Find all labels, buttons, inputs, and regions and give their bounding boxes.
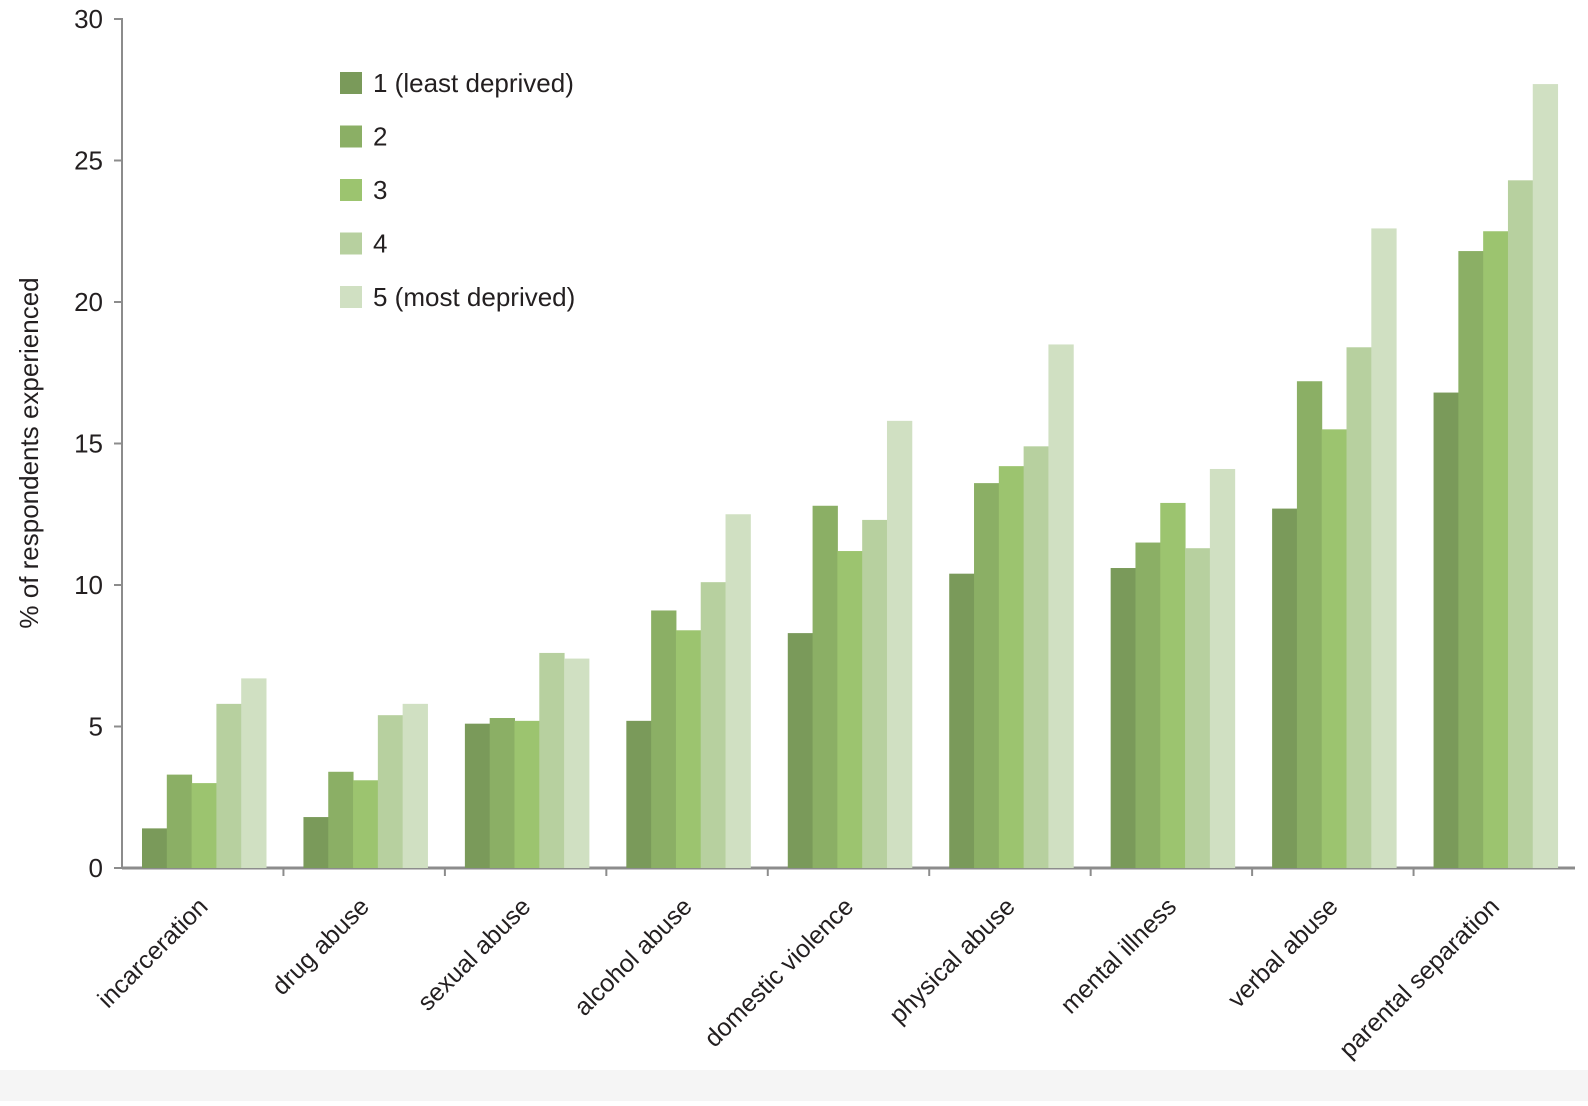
bar-1-1 [303, 817, 329, 868]
legend-label-5: 5 (most deprived) [373, 282, 575, 312]
bar-4-8 [1507, 180, 1534, 868]
bar-5-5 [1048, 344, 1074, 868]
bar-4-3 [700, 582, 727, 868]
bar-3-3 [675, 630, 702, 868]
x-category-label: drug abuse [267, 892, 375, 1000]
bar-3-8 [1483, 231, 1509, 868]
bar-3-7 [1321, 429, 1348, 868]
bar-4-7 [1346, 347, 1372, 868]
bar-4-5 [1023, 446, 1049, 868]
bar-1-0 [142, 828, 168, 868]
bar-3-2 [514, 720, 540, 868]
legend-swatch-2 [340, 125, 362, 148]
bar-5-4 [886, 420, 913, 868]
bar-3-1 [353, 780, 379, 868]
x-category-label: incarceration [92, 892, 213, 1013]
y-tick-label: 0 [89, 853, 103, 883]
bar-4-4 [862, 519, 888, 868]
bar-2-5 [974, 483, 1000, 868]
x-category-label: domestic violence [699, 892, 859, 1052]
x-category-label: alcohol abuse [569, 892, 698, 1021]
bar-1-7 [1272, 508, 1298, 868]
bar-3-6 [1160, 502, 1186, 868]
legend-swatch-4 [340, 232, 362, 255]
bar-1-6 [1110, 568, 1136, 868]
bar-5-7 [1371, 228, 1397, 869]
x-category-label: physical abuse [884, 892, 1021, 1029]
bar-5-1 [402, 703, 428, 868]
legend-label-4: 4 [373, 229, 387, 259]
bar-3-0 [191, 783, 217, 868]
bar-5-6 [1209, 468, 1236, 868]
x-category-label: sexual abuse [412, 892, 536, 1016]
bar-1-4 [787, 633, 814, 868]
y-tick-label: 15 [74, 429, 103, 459]
y-axis-title: % of respondents experienced [14, 277, 44, 628]
bar-1-3 [626, 720, 652, 868]
legend-swatch-1 [340, 72, 362, 94]
y-tick-label: 20 [74, 287, 103, 317]
bar-5-8 [1532, 84, 1559, 869]
bar-3-5 [998, 466, 1025, 868]
bar-2-2 [489, 718, 515, 868]
bar-5-2 [564, 658, 590, 868]
bar-4-1 [377, 715, 404, 868]
y-tick-label: 30 [74, 4, 103, 34]
y-tick-label: 25 [74, 146, 103, 176]
bar-2-7 [1296, 381, 1323, 868]
bar-2-3 [651, 610, 677, 868]
bar-4-6 [1185, 548, 1211, 868]
legend-label-3: 3 [373, 175, 387, 205]
bottom-band [0, 1070, 1588, 1101]
bar-2-6 [1135, 542, 1161, 868]
legend-swatch-5 [340, 286, 362, 308]
x-category-label: verbal abuse [1223, 892, 1344, 1013]
legend-label-1: 1 (least deprived) [373, 68, 574, 98]
legend-swatch-3 [340, 179, 362, 201]
y-tick-label: 5 [89, 712, 103, 742]
bar-5-0 [241, 678, 267, 868]
bar-2-4 [812, 505, 838, 868]
x-category-label: parental separation [1334, 892, 1505, 1063]
bar-3-4 [837, 551, 863, 868]
bar-5-3 [725, 514, 751, 868]
bar-2-8 [1458, 251, 1484, 868]
bar-4-0 [216, 703, 242, 868]
bar-2-0 [166, 774, 193, 868]
y-tick-label: 10 [74, 570, 103, 600]
x-category-label: mental illness [1055, 892, 1182, 1019]
bar-1-2 [464, 723, 491, 868]
bar-1-8 [1433, 392, 1459, 868]
bar-2-1 [328, 771, 354, 868]
legend-label-2: 2 [373, 122, 387, 152]
bar-4-2 [539, 652, 565, 868]
bar-1-5 [949, 573, 975, 868]
